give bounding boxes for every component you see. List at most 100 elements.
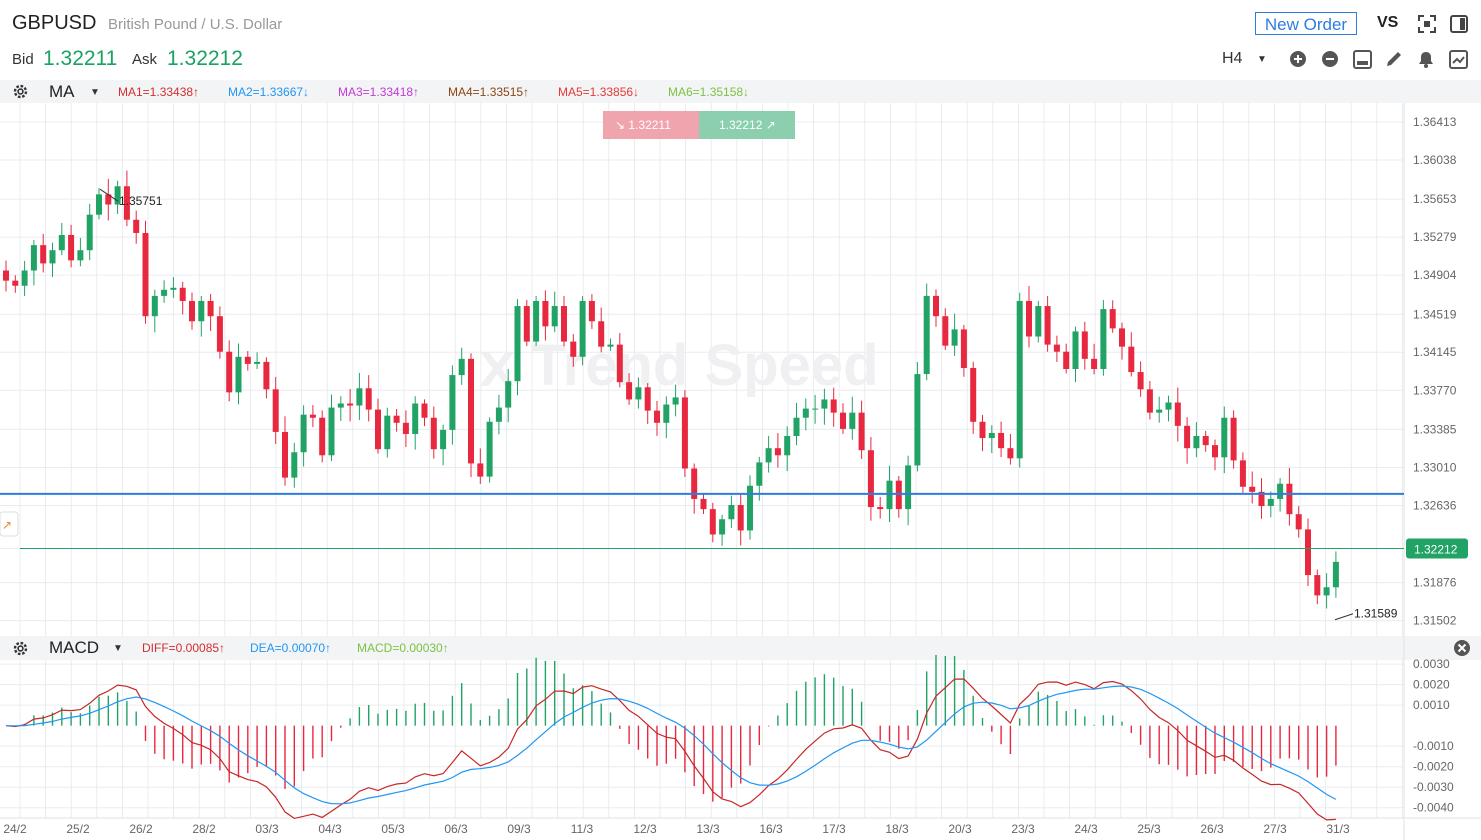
candle-body	[468, 358, 474, 464]
price-tick-label: 1.34519	[1413, 307, 1457, 321]
candle-body	[189, 300, 195, 322]
candle-body	[1184, 425, 1191, 449]
sell-quote-box[interactable]: ↘ 1.32211	[603, 111, 699, 139]
candle-body	[449, 375, 456, 430]
timeframe-select[interactable]: H4	[1222, 50, 1243, 67]
candle-body	[979, 421, 986, 439]
candle-body	[198, 300, 205, 322]
zoom-out-icon[interactable]	[1321, 50, 1339, 68]
candle-body	[877, 507, 884, 510]
candle-body	[728, 505, 735, 520]
candle-body	[123, 186, 130, 220]
price-tick-label: 1.34904	[1413, 268, 1457, 282]
candle-body	[951, 329, 958, 346]
date-tick-label: 23/3	[1011, 822, 1035, 836]
price-tick-label: 1.36038	[1413, 153, 1457, 167]
current-price-label: 1.32212	[1414, 542, 1458, 556]
candle-body	[700, 498, 707, 510]
candle-body	[784, 435, 791, 456]
ma5-value: MA5=1.33856↓	[558, 85, 640, 99]
candle-body	[254, 361, 261, 364]
date-tick-label: 25/2	[66, 822, 90, 836]
macd-indicator-name[interactable]: MACD	[49, 638, 100, 657]
candle-body	[77, 250, 84, 261]
candle-body	[1137, 372, 1144, 390]
panel-toggle-icon[interactable]	[1450, 15, 1468, 33]
candle-body	[774, 448, 781, 456]
candle-body	[644, 387, 651, 411]
high-annotation-line	[99, 188, 119, 202]
candle-body	[58, 234, 65, 251]
candle-body	[49, 250, 56, 264]
candle-body	[960, 329, 967, 368]
price-tick-label: 1.36413	[1413, 115, 1457, 129]
candle-body	[170, 287, 177, 290]
macd-tick-label: 0.0020	[1413, 678, 1450, 692]
macd-histogram-value: MACD=0.00030↑	[357, 641, 449, 655]
buy-quote-box[interactable]: 1.32212 ↗	[699, 111, 795, 139]
candle-body	[719, 519, 726, 535]
candle-body	[821, 399, 828, 409]
candle-body	[654, 410, 660, 423]
candle-body	[328, 407, 335, 456]
candle-body	[998, 432, 1005, 449]
settings-icon[interactable]	[12, 640, 29, 657]
date-tick-label: 27/3	[1263, 822, 1287, 836]
candle-body	[1063, 351, 1070, 369]
candle-body	[1212, 445, 1218, 458]
close-icon[interactable]	[1453, 639, 1471, 657]
candle-body	[1165, 402, 1172, 410]
settings-icon[interactable]	[12, 83, 29, 100]
candle-body	[272, 389, 279, 432]
chart-type-icon[interactable]	[1449, 50, 1468, 69]
candle-body	[282, 431, 288, 478]
macd-pane	[5, 655, 1337, 821]
pencil-icon[interactable]	[1385, 50, 1403, 68]
candle-body	[970, 367, 977, 422]
chevron-down-icon[interactable]: ▼	[1257, 54, 1267, 65]
candle-body	[1249, 486, 1256, 492]
date-tick-label: 28/2	[192, 822, 216, 836]
candle-body	[923, 295, 930, 375]
chevron-down-icon[interactable]: ▼	[113, 643, 123, 654]
candle-body	[207, 300, 214, 317]
candle-body	[886, 480, 893, 510]
candle-body	[142, 232, 149, 317]
candle-body	[1035, 306, 1042, 337]
layout-icon[interactable]	[1353, 50, 1372, 69]
candle-body	[1100, 309, 1107, 369]
date-tick-label: 17/3	[822, 822, 846, 836]
candle-body	[1323, 587, 1330, 596]
candle-body	[765, 448, 772, 463]
candle-body	[1258, 491, 1265, 507]
candle-body	[300, 414, 307, 453]
macd-dea-value: DEA=0.00070↑	[250, 641, 332, 655]
top-bar: GBPUSD British Pound / U.S. Dollar Bid 1…	[0, 0, 1481, 80]
date-tick-label: 04/3	[318, 822, 342, 836]
chevron-down-icon[interactable]: ▼	[90, 87, 100, 98]
ma6-value: MA6=1.35158↓	[668, 85, 750, 99]
candle-body	[161, 289, 168, 296]
new-order-button[interactable]: New Order	[1255, 12, 1357, 35]
macd-diff-value: DIFF=0.00085↑	[142, 641, 226, 655]
ma-indicator-name[interactable]: MA	[49, 82, 75, 101]
macd-tick-label: -0.0010	[1413, 739, 1454, 753]
macd-indicator-bar: MACD ▼ DIFF=0.00085↑ DEA=0.00070↑ MACD=0…	[0, 636, 1481, 660]
symbol-title[interactable]: GBPUSD	[12, 12, 97, 34]
candle-body	[30, 245, 37, 271]
candle-body	[1081, 331, 1088, 359]
candle-body	[1016, 300, 1023, 459]
candle-body	[1091, 358, 1098, 369]
fullscreen-icon[interactable]	[1418, 15, 1436, 33]
candle-body	[365, 388, 372, 410]
candle-body	[1007, 448, 1014, 459]
candle-body	[858, 412, 865, 451]
candle-body	[244, 356, 251, 364]
zoom-in-icon[interactable]	[1289, 50, 1307, 68]
bell-icon[interactable]	[1417, 50, 1435, 68]
low-annotation: 1.31589	[1354, 607, 1398, 621]
candle-body	[905, 465, 912, 510]
price-tick-label: 1.34145	[1413, 345, 1457, 359]
vs-button[interactable]: VS	[1377, 14, 1399, 31]
candle-body	[1026, 300, 1032, 337]
